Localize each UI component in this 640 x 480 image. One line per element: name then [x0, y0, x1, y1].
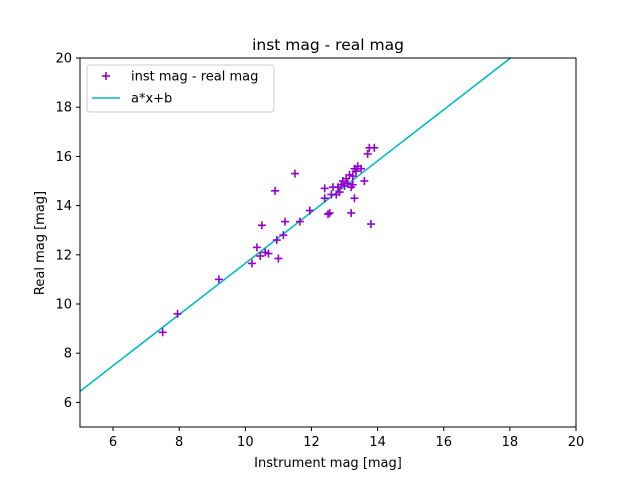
y-tick-label: 20: [55, 52, 72, 67]
data-point: [158, 328, 167, 337]
x-tick-label: 6: [109, 435, 117, 450]
data-point: [214, 275, 223, 284]
data-point: [320, 194, 329, 203]
data-point: [348, 180, 357, 189]
data-point: [324, 210, 332, 219]
data-point: [290, 169, 299, 178]
x-tick-label: 10: [237, 435, 254, 450]
x-tick-label: 16: [435, 435, 452, 450]
legend-label-line: a*x+b: [131, 92, 172, 107]
data-point: [272, 236, 281, 245]
data-point: [347, 208, 356, 217]
data-point: [360, 177, 369, 185]
data-point: [274, 254, 283, 263]
y-axis-ticks: 6 8 10 12 14 16 18 20: [55, 52, 80, 411]
x-axis-ticks: 6 8 10 12 14 16 18 20: [109, 427, 584, 450]
data-point: [173, 309, 182, 318]
legend-marker-scatter: [102, 72, 110, 80]
x-axis-label: Instrument mag [mag]: [254, 456, 402, 471]
data-point: [264, 249, 273, 258]
data-point: [279, 231, 288, 240]
data-point: [271, 186, 280, 195]
data-point: [257, 221, 266, 230]
legend-box: [86, 64, 275, 113]
plot-frame: [79, 57, 577, 428]
data-point: [256, 252, 265, 261]
y-tick-label: 14: [55, 199, 72, 214]
x-tick-label: 18: [502, 435, 519, 450]
data-point: [352, 167, 361, 176]
data-point: [350, 194, 359, 203]
data-point: [363, 149, 372, 158]
data-point: [357, 164, 366, 173]
plot-area: [80, 58, 576, 427]
y-tick-label: 10: [55, 298, 72, 313]
data-point: [370, 143, 379, 152]
fit-line: [79, 57, 512, 392]
x-tick-label: 20: [568, 435, 585, 450]
y-tick-label: 16: [55, 150, 72, 165]
y-tick-label: 8: [64, 347, 72, 362]
x-tick-label: 12: [303, 435, 320, 450]
data-point: [305, 206, 314, 215]
y-axis-label: Real mag [mag]: [33, 191, 48, 295]
data-point: [247, 259, 256, 268]
x-tick-label: 8: [175, 435, 183, 450]
data-point: [281, 217, 290, 226]
data-point: [295, 217, 304, 226]
legend: inst mag - real mag a*x+b: [86, 64, 275, 113]
chart-title: inst mag - real mag: [252, 36, 404, 54]
y-tick-label: 6: [64, 396, 72, 411]
y-tick-label: 18: [55, 101, 72, 116]
data-point: [320, 184, 329, 193]
data-point: [348, 172, 357, 181]
data-point: [366, 220, 375, 229]
data-point: [335, 188, 344, 197]
data-point: [325, 208, 334, 217]
data-point: [252, 243, 261, 252]
x-tick-label: 14: [369, 435, 386, 450]
plot-content: [79, 57, 512, 392]
y-tick-label: 12: [55, 248, 72, 263]
legend-label-scatter: inst mag - real mag: [131, 70, 258, 85]
